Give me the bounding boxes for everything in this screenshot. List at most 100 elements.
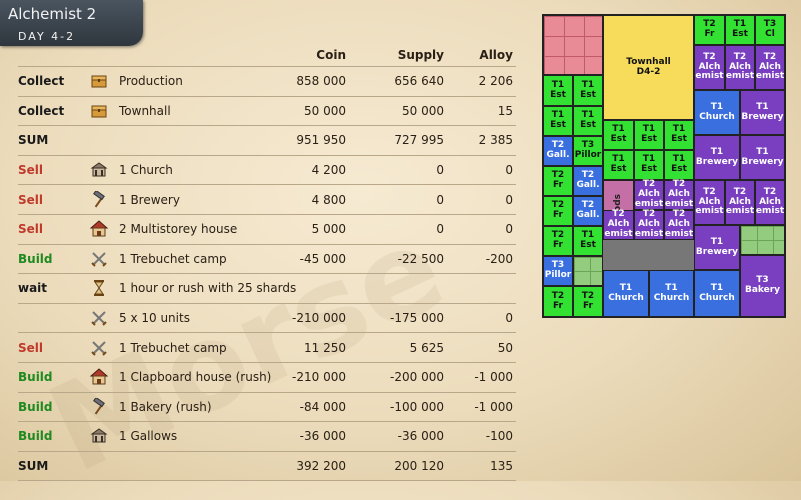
supply-value: 50 000 <box>402 103 444 118</box>
empty-icon <box>88 126 110 155</box>
map-block: T1 Brewery <box>740 135 785 180</box>
alloy-value: -200 <box>485 251 513 266</box>
action-label: SUM <box>18 133 49 148</box>
coin-value: 951 950 <box>296 133 346 148</box>
map-block: T3 Pillor <box>573 136 603 166</box>
map-block: T1 Est <box>573 226 603 256</box>
table-row: Sell 1 Trebuchet camp 11 250 5 625 50 <box>18 333 516 363</box>
map-block: T2 Fr <box>694 15 725 45</box>
map-block: T1 Est <box>573 75 603 106</box>
map-block: T2 Gall. <box>573 166 603 196</box>
alloy-value: 0 <box>505 311 513 326</box>
action-label: Sell <box>18 163 44 178</box>
map-block: T1 Est <box>634 150 664 180</box>
map-block <box>543 15 603 75</box>
supply-value: 0 <box>436 192 444 207</box>
action-label: Collect <box>18 103 65 118</box>
supply-value: 656 640 <box>394 74 444 89</box>
coin-value: -210 000 <box>292 311 346 326</box>
map-block: T1 Brewery <box>740 90 785 135</box>
description: Production <box>119 74 183 89</box>
table-row: Sell 1 Church 4 200 0 0 <box>18 156 516 186</box>
map-block: T2 Fr <box>543 286 573 317</box>
map-block: T1 Est <box>573 106 603 136</box>
coin-value: -84 000 <box>299 399 346 414</box>
map-block: T2 Fr <box>543 166 573 196</box>
description: 2 Multistorey house <box>119 222 238 237</box>
alloy-value: 2 385 <box>478 133 513 148</box>
supply-value: 0 <box>436 163 444 178</box>
map-block: T1 Church <box>694 270 740 317</box>
supply-value: -200 000 <box>390 370 444 385</box>
coin-value: 11 250 <box>304 340 346 355</box>
map-block: T2 Alch emist <box>755 45 785 90</box>
description: 1 Bakery (rush) <box>119 399 212 414</box>
map-block: T2 Alch emist <box>725 45 755 90</box>
coin-value: 50 000 <box>304 103 346 118</box>
supply-value: 727 995 <box>394 133 444 148</box>
alloy-value: 15 <box>497 103 513 118</box>
description: 1 Brewery <box>119 192 180 207</box>
table-row: Collect Townhall 50 000 50 000 15 <box>18 97 516 127</box>
description: 1 Trebuchet camp <box>119 251 227 266</box>
swords-icon <box>88 304 110 333</box>
map-block: T1 Church <box>603 270 649 317</box>
alloy-value: 0 <box>505 192 513 207</box>
table-row: Build 1 Clapboard house (rush) -210 000 -20… <box>18 363 516 393</box>
map-block: T1 Brewery <box>694 225 740 270</box>
church-icon <box>88 422 110 451</box>
map-block: T2 Alch emist <box>634 179 664 210</box>
alloy-header: Alloy <box>479 48 513 62</box>
map-block: T2 Fr <box>573 286 603 317</box>
coin-value: 4 200 <box>311 163 346 178</box>
supply-value: 200 120 <box>394 459 444 474</box>
chest-icon <box>88 67 110 96</box>
plan-table: Coin Supply Alloy Collect Production 858 0… <box>18 40 516 482</box>
map-block: T2 Alch emist <box>694 45 725 90</box>
title-tab: Alchemist 2 DAY 4-2 <box>0 0 143 46</box>
supply-header: Supply <box>397 48 444 62</box>
supply-value: -100 000 <box>390 399 444 414</box>
map-block: T1 Est <box>664 120 694 150</box>
action-label: Build <box>18 370 53 385</box>
action-label: Sell <box>18 340 44 355</box>
supply-value: 5 625 <box>409 340 444 355</box>
table-row: Sell 1 Brewery 4 800 0 0 <box>18 185 516 215</box>
description: 1 Gallows <box>119 429 178 444</box>
table-row: SUM 392 200 200 120 135 <box>18 452 516 482</box>
hammer-icon <box>88 185 110 214</box>
hourglass-icon <box>88 274 110 303</box>
map-block: T2 Alch emist <box>634 209 664 240</box>
action-label: Build <box>18 399 53 414</box>
table-row: wait 1 hour or rush with 25 shards <box>18 274 516 304</box>
map-block: T2 Alch emist <box>694 180 725 225</box>
swords-icon <box>88 333 110 362</box>
supply-value: -175 000 <box>390 311 444 326</box>
coin-value: -45 000 <box>299 251 346 266</box>
house-icon <box>88 363 110 392</box>
action-label: SUM <box>18 459 49 474</box>
map-block <box>573 256 603 286</box>
supply-value: -22 500 <box>397 251 444 266</box>
map-block: T1 Church <box>694 90 740 135</box>
alloy-value: 2 206 <box>478 74 513 89</box>
table-row: Sell 2 Multistorey house 5 000 0 0 <box>18 215 516 245</box>
map-block: T3 Bakery <box>740 255 785 317</box>
coin-value: -210 000 <box>292 370 346 385</box>
map-block: T2 Alch emist <box>664 179 694 210</box>
coin-value: 4 800 <box>311 192 346 207</box>
action-label: Sell <box>18 192 44 207</box>
coin-header: Coin <box>316 48 346 62</box>
church-icon <box>88 156 110 185</box>
alloy-value: -100 <box>485 429 513 444</box>
hammer-icon <box>88 393 110 422</box>
alloy-value: 0 <box>505 163 513 178</box>
table-header: Coin Supply Alloy <box>18 40 516 66</box>
map-block: T1 Est <box>603 120 634 150</box>
table-row: 5 x 10 units -210 000 -175 000 0 <box>18 304 516 334</box>
coin-value: -36 000 <box>299 429 346 444</box>
map-block: T2 Alch emist <box>725 180 755 225</box>
map-block: T2 Alch emist <box>755 180 785 225</box>
map-block: T1 Brewery <box>694 135 740 180</box>
map-block: T1 Est <box>634 120 664 150</box>
